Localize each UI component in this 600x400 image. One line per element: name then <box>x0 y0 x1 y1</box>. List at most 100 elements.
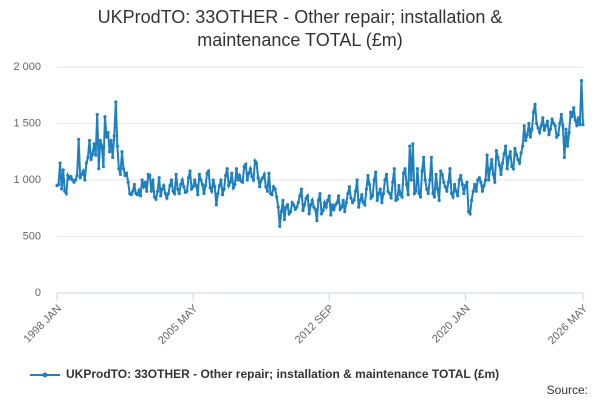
point <box>135 193 140 197</box>
point <box>137 188 141 192</box>
point <box>457 178 461 182</box>
point <box>80 172 84 176</box>
point <box>485 153 489 157</box>
point <box>61 168 65 172</box>
point <box>381 191 386 196</box>
point <box>185 189 189 193</box>
point <box>301 208 305 213</box>
point <box>524 138 528 143</box>
point <box>519 151 523 155</box>
point <box>121 167 126 171</box>
point <box>118 172 123 176</box>
point <box>177 191 181 196</box>
point <box>522 124 526 128</box>
point <box>357 205 361 209</box>
point <box>114 100 118 104</box>
point <box>564 127 568 131</box>
point <box>395 197 399 201</box>
point <box>448 167 452 171</box>
point <box>496 155 500 159</box>
point <box>338 207 342 211</box>
point <box>290 201 294 205</box>
point <box>129 193 133 197</box>
point <box>152 195 157 199</box>
point <box>309 203 313 207</box>
point <box>75 173 79 178</box>
point <box>558 121 562 126</box>
source: Source: <box>547 383 588 397</box>
y-tick-label: 1 500 <box>13 117 41 129</box>
point <box>217 184 222 188</box>
point <box>372 178 376 182</box>
point <box>180 178 184 182</box>
point <box>330 203 334 207</box>
point <box>561 124 565 128</box>
point <box>371 194 375 198</box>
point <box>578 123 582 127</box>
point <box>562 155 567 159</box>
point <box>233 182 237 187</box>
point <box>324 205 328 209</box>
point <box>213 185 217 189</box>
point <box>329 213 333 217</box>
point <box>211 178 215 182</box>
point <box>429 155 433 159</box>
chart-title: UKProdTO: 33OTHER - Other repair; instal… <box>97 7 503 50</box>
point <box>565 144 570 148</box>
point <box>69 175 73 179</box>
point <box>295 205 299 209</box>
point <box>86 155 90 159</box>
point <box>186 176 191 180</box>
point <box>364 187 369 191</box>
point <box>174 172 178 176</box>
point <box>262 172 266 176</box>
point <box>465 180 469 184</box>
point <box>166 191 170 196</box>
point <box>552 121 556 126</box>
point <box>420 169 424 173</box>
point <box>579 78 584 83</box>
point <box>422 155 426 159</box>
point <box>528 135 533 139</box>
point <box>278 224 282 228</box>
point <box>474 189 478 193</box>
point <box>460 182 464 187</box>
point <box>199 178 203 182</box>
point <box>316 198 321 202</box>
point <box>428 178 432 182</box>
point <box>432 195 437 199</box>
x-tick-label: 2026 MAY <box>546 302 591 347</box>
point <box>203 184 208 188</box>
point <box>313 207 317 211</box>
point <box>264 185 268 189</box>
point <box>491 172 495 176</box>
point <box>230 171 234 175</box>
point <box>289 210 293 214</box>
point <box>163 191 167 196</box>
y-tick-label: 1 000 <box>13 174 41 186</box>
point <box>95 112 99 117</box>
point <box>275 195 279 199</box>
point <box>242 164 246 169</box>
point <box>517 161 522 165</box>
point <box>502 152 506 156</box>
point <box>259 178 263 182</box>
point <box>575 124 579 128</box>
point <box>244 162 248 166</box>
point <box>145 189 149 193</box>
point <box>321 208 325 213</box>
point <box>556 133 560 137</box>
point <box>282 217 287 222</box>
point <box>470 198 474 202</box>
point <box>459 173 463 178</box>
point <box>340 205 344 209</box>
point <box>245 178 249 182</box>
point <box>446 180 451 184</box>
point <box>355 178 359 182</box>
point <box>367 182 372 187</box>
point <box>312 205 316 209</box>
point <box>200 182 205 187</box>
point <box>383 178 387 182</box>
point <box>310 198 314 202</box>
point <box>281 198 285 202</box>
